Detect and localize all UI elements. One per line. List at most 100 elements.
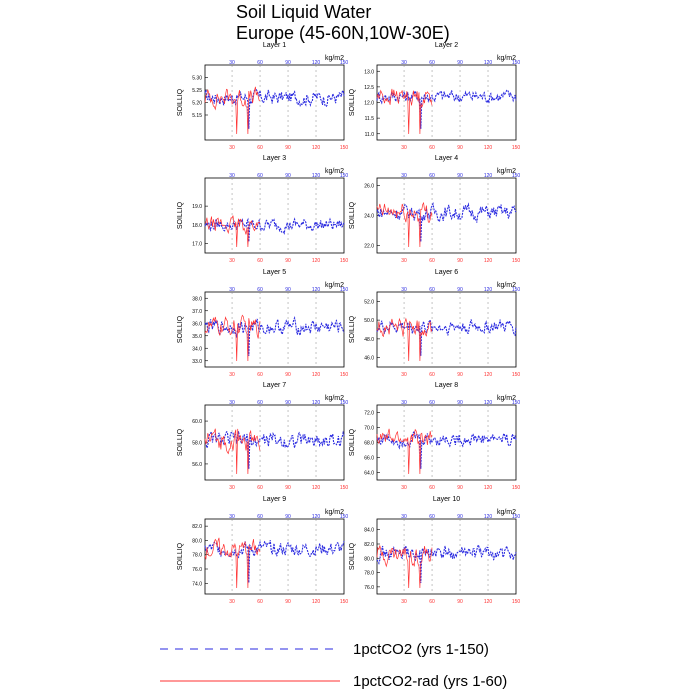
series-1pctco2 <box>204 315 345 356</box>
x-bottom-tick-label: 150 <box>340 599 349 605</box>
legend: 1pctCO2 (yrs 1-150) 1pctCO2-rad (yrs 1-6… <box>160 641 507 690</box>
y-tick-label: 48.0 <box>364 337 374 343</box>
series-1pctco2-rad <box>376 317 433 362</box>
x-bottom-tick-label: 90 <box>457 485 463 491</box>
y-tick-label: 78.0 <box>192 553 202 559</box>
panel-title: Layer 9 <box>263 496 286 503</box>
x-bottom-tick-label: 60 <box>257 372 263 378</box>
y-tick-label: 19.0 <box>192 204 202 210</box>
panel-ylabel: SOILLIQ <box>177 201 184 229</box>
x-top-tick-label: 120 <box>312 173 321 179</box>
panel-ylabel: SOILLIQ <box>177 428 184 456</box>
x-top-tick-label: 60 <box>429 514 435 520</box>
x-bottom-tick-label: 120 <box>312 258 321 264</box>
x-top-tick-label: 150 <box>512 60 521 66</box>
x-bottom-tick-label: 150 <box>512 145 521 151</box>
panel-frame <box>376 64 517 141</box>
panel-frame <box>204 291 345 368</box>
x-bottom-tick-label: 90 <box>457 258 463 264</box>
x-top-tick-label: 150 <box>512 287 521 293</box>
x-top-tick-label: 30 <box>229 173 235 179</box>
y-tick-label: 12.5 <box>364 85 374 91</box>
x-bottom-tick-label: 150 <box>340 145 349 151</box>
y-tick-label: 76.0 <box>192 567 202 573</box>
y-tick-label: 5.20 <box>192 101 202 107</box>
panel-unit: kg/m2 <box>325 395 344 402</box>
panel-unit: kg/m2 <box>497 55 516 62</box>
series-1pctco2 <box>204 540 345 583</box>
x-bottom-tick-label: 60 <box>257 485 263 491</box>
y-tick-label: 76.0 <box>364 585 374 591</box>
x-top-tick-label: 120 <box>312 400 321 406</box>
x-bottom-tick-label: 30 <box>401 372 407 378</box>
x-bottom-tick-label: 90 <box>457 372 463 378</box>
y-tick-label: 68.0 <box>364 441 374 447</box>
x-top-tick-label: 90 <box>285 514 291 520</box>
x-bottom-tick-label: 90 <box>285 599 291 605</box>
y-tick-label: 17.0 <box>192 242 202 248</box>
x-bottom-tick-label: 120 <box>484 145 493 151</box>
panel-ylabel: SOILLIQ <box>349 542 356 570</box>
y-tick-label: 34.0 <box>192 346 202 352</box>
x-bottom-tick-label: 60 <box>429 145 435 151</box>
y-tick-label: 46.0 <box>364 356 374 362</box>
panel-5: Layer 5 kg/m2 SOILLIQ 38.0 37.0 36.0 35.0 34.0 3… <box>177 269 348 378</box>
y-tick-label: 5.15 <box>192 113 202 119</box>
panel-title: Layer 10 <box>433 496 460 503</box>
panel-6: Layer 6 kg/m2 SOILLIQ 52.0 50.0 48.0 46.0 30 60 9… <box>349 269 520 378</box>
x-bottom-tick-label: 120 <box>484 485 493 491</box>
x-bottom-tick-label: 30 <box>229 258 235 264</box>
panel-unit: kg/m2 <box>325 168 344 175</box>
y-tick-label: 11.0 <box>365 132 375 138</box>
x-bottom-tick-label: 90 <box>285 485 291 491</box>
x-bottom-tick-label: 150 <box>512 258 521 264</box>
x-bottom-tick-label: 120 <box>484 258 493 264</box>
panel-title: Layer 8 <box>435 382 458 389</box>
series-1pctco2 <box>204 217 345 242</box>
panel-ylabel: SOILLIQ <box>177 88 184 116</box>
x-top-tick-label: 120 <box>484 60 493 66</box>
x-top-tick-label: 150 <box>340 60 349 66</box>
x-bottom-tick-label: 150 <box>512 372 521 378</box>
x-bottom-tick-label: 120 <box>484 599 493 605</box>
x-top-tick-label: 150 <box>340 173 349 179</box>
series-1pctco2-rad <box>376 88 433 135</box>
y-tick-label: 78.0 <box>364 571 374 577</box>
panel-ylabel: SOILLIQ <box>177 542 184 570</box>
y-tick-label: 50.0 <box>364 318 374 324</box>
panel-unit: kg/m2 <box>497 282 516 289</box>
panel-unit: kg/m2 <box>497 395 516 402</box>
panel-9: Layer 9 kg/m2 SOILLIQ 82.0 80.0 78.0 76.0 74.0 3… <box>177 496 348 605</box>
x-top-tick-label: 90 <box>457 173 463 179</box>
x-bottom-tick-label: 60 <box>429 258 435 264</box>
panel-3: Layer 3 kg/m2 SOILLIQ 19.0 18.0 17.0 30 60 90 120… <box>177 155 348 264</box>
panel-frame <box>376 404 517 481</box>
x-top-tick-label: 150 <box>512 173 521 179</box>
y-tick-label: 80.0 <box>364 556 374 562</box>
x-bottom-tick-label: 30 <box>229 145 235 151</box>
x-top-tick-label: 120 <box>484 400 493 406</box>
panel-frame <box>204 518 345 595</box>
legend-label-1pctco2: 1pctCO2 (yrs 1-150) <box>353 641 489 658</box>
y-tick-label: 13.0 <box>364 69 374 75</box>
x-bottom-tick-label: 30 <box>401 258 407 264</box>
series-1pctco2 <box>376 318 517 356</box>
x-bottom-tick-label: 30 <box>401 599 407 605</box>
x-bottom-tick-label: 120 <box>312 485 321 491</box>
figure-title-line2: Europe (45-60N,10W-30E) <box>236 23 450 43</box>
panel-10: Layer 10 kg/m2 SOILLIQ 84.0 82.0 80.0 78.0 76.0… <box>349 496 520 605</box>
y-tick-label: 52.0 <box>364 299 374 305</box>
panel-ylabel: SOILLIQ <box>349 315 356 343</box>
x-top-tick-label: 60 <box>429 400 435 406</box>
x-bottom-tick-label: 150 <box>340 372 349 378</box>
series-1pctco2-rad <box>376 428 433 475</box>
y-tick-label: 5.25 <box>192 88 202 94</box>
panel-1: Layer 1 kg/m2 SOILLIQ 5.30 5.25 5.20 5.15 30 60 9… <box>177 42 348 151</box>
x-top-tick-label: 30 <box>229 60 235 66</box>
x-top-tick-label: 30 <box>401 514 407 520</box>
series-1pctco2-rad <box>204 215 261 248</box>
x-top-tick-label: 90 <box>457 287 463 293</box>
series-1pctco2-rad <box>204 314 261 362</box>
x-bottom-tick-label: 90 <box>285 258 291 264</box>
x-bottom-tick-label: 120 <box>312 145 321 151</box>
